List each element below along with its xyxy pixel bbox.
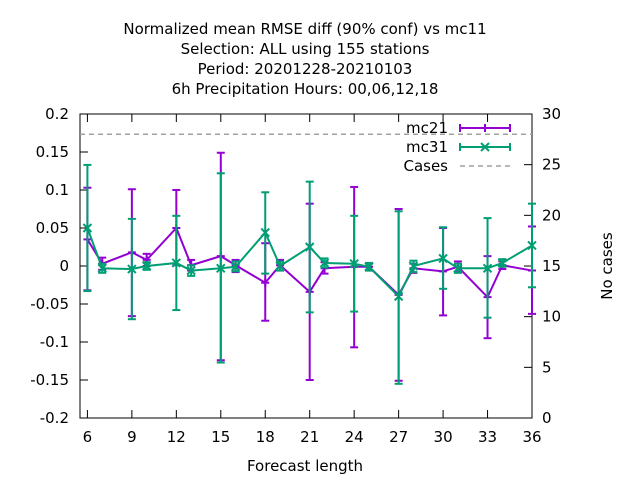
data-point (453, 263, 463, 273)
data-point (482, 263, 493, 273)
y2-axis: 0 5 10 15 20 25 30 (524, 105, 561, 427)
legend-label: Cases (403, 157, 448, 175)
y2-tick-label: 5 (542, 358, 552, 376)
y-tick-label: -0.15 (30, 371, 69, 389)
y2-tick-label: 25 (542, 156, 561, 174)
series-group (82, 151, 537, 385)
x-tick-label: 12 (167, 428, 186, 446)
data-point (127, 264, 137, 274)
data-point (304, 242, 315, 252)
legend-label: mc31 (406, 138, 448, 156)
y-tick-label: -0.05 (30, 295, 69, 313)
x-axis: 6 9 12 15 18 21 24 27 30 33 36 (83, 114, 542, 446)
chart-title: Normalized mean RMSE diff (90% conf) vs … (123, 20, 486, 98)
title-line: Selection: ALL using 155 stations (181, 40, 430, 58)
y-tick-label: -0.2 (40, 409, 69, 427)
x-tick-label: 15 (211, 428, 230, 446)
data-point (497, 258, 508, 268)
data-point (438, 253, 448, 264)
data-point (261, 278, 270, 287)
data-point (349, 259, 359, 269)
data-point (275, 261, 285, 271)
data-point (141, 261, 152, 271)
y-tick-label: 0.15 (36, 143, 69, 161)
legend-label: mc21 (406, 119, 448, 137)
y2-tick-label: 20 (542, 206, 561, 224)
y2-axis-label: No cases (598, 232, 616, 300)
x-tick-label: 9 (127, 428, 137, 446)
y2-tick-label: 15 (542, 257, 561, 275)
data-point (82, 223, 93, 233)
y-tick-label: 0 (59, 257, 69, 275)
x-tick-label: 36 (522, 428, 541, 446)
y-tick-label: 0.2 (45, 105, 69, 123)
data-point (186, 265, 196, 276)
data-point (527, 240, 537, 251)
legend-marker (480, 142, 490, 152)
y-axis: -0.2 -0.15 -0.1 -0.05 0 0.05 0.1 0.15 0.2 (30, 105, 88, 427)
y2-tick-label: 0 (542, 409, 552, 427)
series-mc31 (82, 163, 537, 385)
y-tick-label: 0.1 (45, 181, 69, 199)
x-tick-label: 21 (300, 428, 319, 446)
x-axis-label: Forecast length (247, 457, 363, 475)
legend-marker (481, 124, 489, 132)
data-point (216, 263, 226, 273)
y-tick-label: -0.1 (40, 333, 69, 351)
x-tick-label: 6 (83, 428, 93, 446)
x-tick-label: 18 (256, 428, 275, 446)
title-line: Normalized mean RMSE diff (90% conf) vs … (123, 20, 486, 38)
x-tick-label: 24 (345, 428, 364, 446)
y-tick-label: 0.05 (36, 219, 69, 237)
data-point (260, 227, 270, 238)
title-line: 6h Precipitation Hours: 00,06,12,18 (172, 80, 439, 98)
x-tick-label: 33 (478, 428, 497, 446)
data-point (408, 261, 419, 271)
data-point (97, 263, 107, 273)
title-line: Period: 20201228-20210103 (198, 60, 413, 78)
data-point (171, 258, 182, 268)
data-point (319, 258, 330, 268)
data-point (393, 291, 404, 302)
data-point (364, 262, 374, 272)
y2-tick-label: 10 (542, 308, 561, 326)
x-tick-label: 30 (434, 428, 453, 446)
x-tick-label: 27 (389, 428, 408, 446)
y2-tick-label: 30 (542, 105, 561, 123)
data-point (230, 262, 241, 272)
